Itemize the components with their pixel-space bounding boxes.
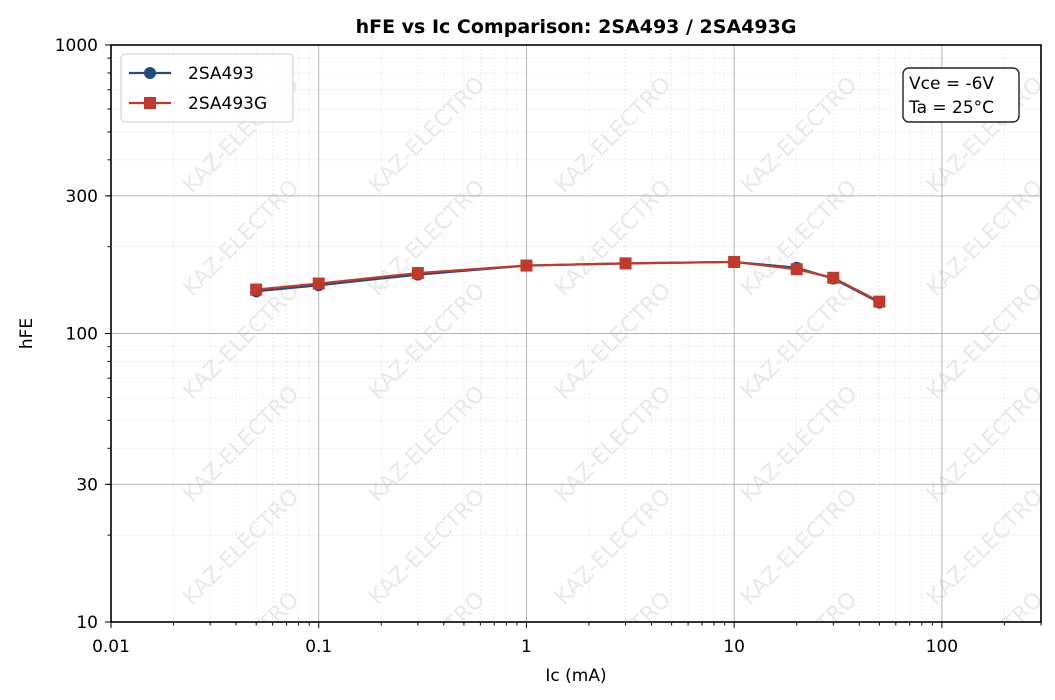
chart-title: hFE vs Ic Comparison: 2SA493 / 2SA493G xyxy=(356,16,797,38)
watermark-text: KAZ-ELECTRO xyxy=(0,587,118,700)
data-point-square xyxy=(790,263,803,276)
x-tick-label: 0.1 xyxy=(305,637,332,657)
legend-item-2SA493G: 2SA493G xyxy=(129,94,267,114)
y-tick-label: 1000 xyxy=(55,36,98,56)
data-point-square xyxy=(619,257,632,270)
major-grid xyxy=(110,44,1041,623)
legend-item-2SA493: 2SA493 xyxy=(129,64,254,84)
y-tick-label: 30 xyxy=(76,475,98,495)
series-layer xyxy=(250,255,886,309)
watermark-text: KAZ-ELECTRO xyxy=(0,484,118,610)
x-tick-label: 0.01 xyxy=(92,637,130,657)
data-point-square xyxy=(873,295,886,308)
tick-layer: 0.01 0.1 1 10 100 10 30 100 300 1000 xyxy=(55,36,1042,657)
watermark-layer: KAZ-ELECTRO KAZ-ELECTRO KAZ-ELECTRO KAZ-ELE… xyxy=(0,72,1041,700)
annotation-line-ta: Ta = 25°C xyxy=(908,98,994,118)
condition-annotation: Vce = -6V Ta = 25°C xyxy=(902,67,1020,123)
data-point-square xyxy=(520,259,533,272)
x-tick-label: 100 xyxy=(926,637,958,657)
legend-label: 2SA493 xyxy=(188,64,254,84)
data-point-square xyxy=(827,271,840,284)
x-tick-label: 10 xyxy=(723,637,745,657)
watermark-text: KAZ-ELECTRO xyxy=(0,381,118,507)
y-tick-label: 100 xyxy=(66,325,98,345)
y-axis-label: hFE xyxy=(17,318,37,349)
y-tick-label: 10 xyxy=(76,613,98,633)
legend: 2SA493 2SA493G xyxy=(120,53,294,123)
watermark-text: KAZ-ELECTRO xyxy=(0,72,118,198)
series-2SA493G xyxy=(250,255,886,308)
data-point-square xyxy=(250,283,263,296)
data-point-square xyxy=(312,277,325,290)
data-point-square xyxy=(728,255,741,268)
annotation-line-vce: Vce = -6V xyxy=(909,74,994,94)
watermark-text: KAZ-ELECTRO xyxy=(0,175,118,301)
x-axis-label: Ic (mA) xyxy=(545,666,606,686)
legend-label: 2SA493G xyxy=(188,94,267,114)
x-tick-label: 1 xyxy=(521,637,532,657)
y-tick-label: 300 xyxy=(66,187,98,207)
legend-marker-square xyxy=(144,97,156,109)
legend-marker-circle xyxy=(144,67,156,79)
data-point-square xyxy=(411,267,424,280)
